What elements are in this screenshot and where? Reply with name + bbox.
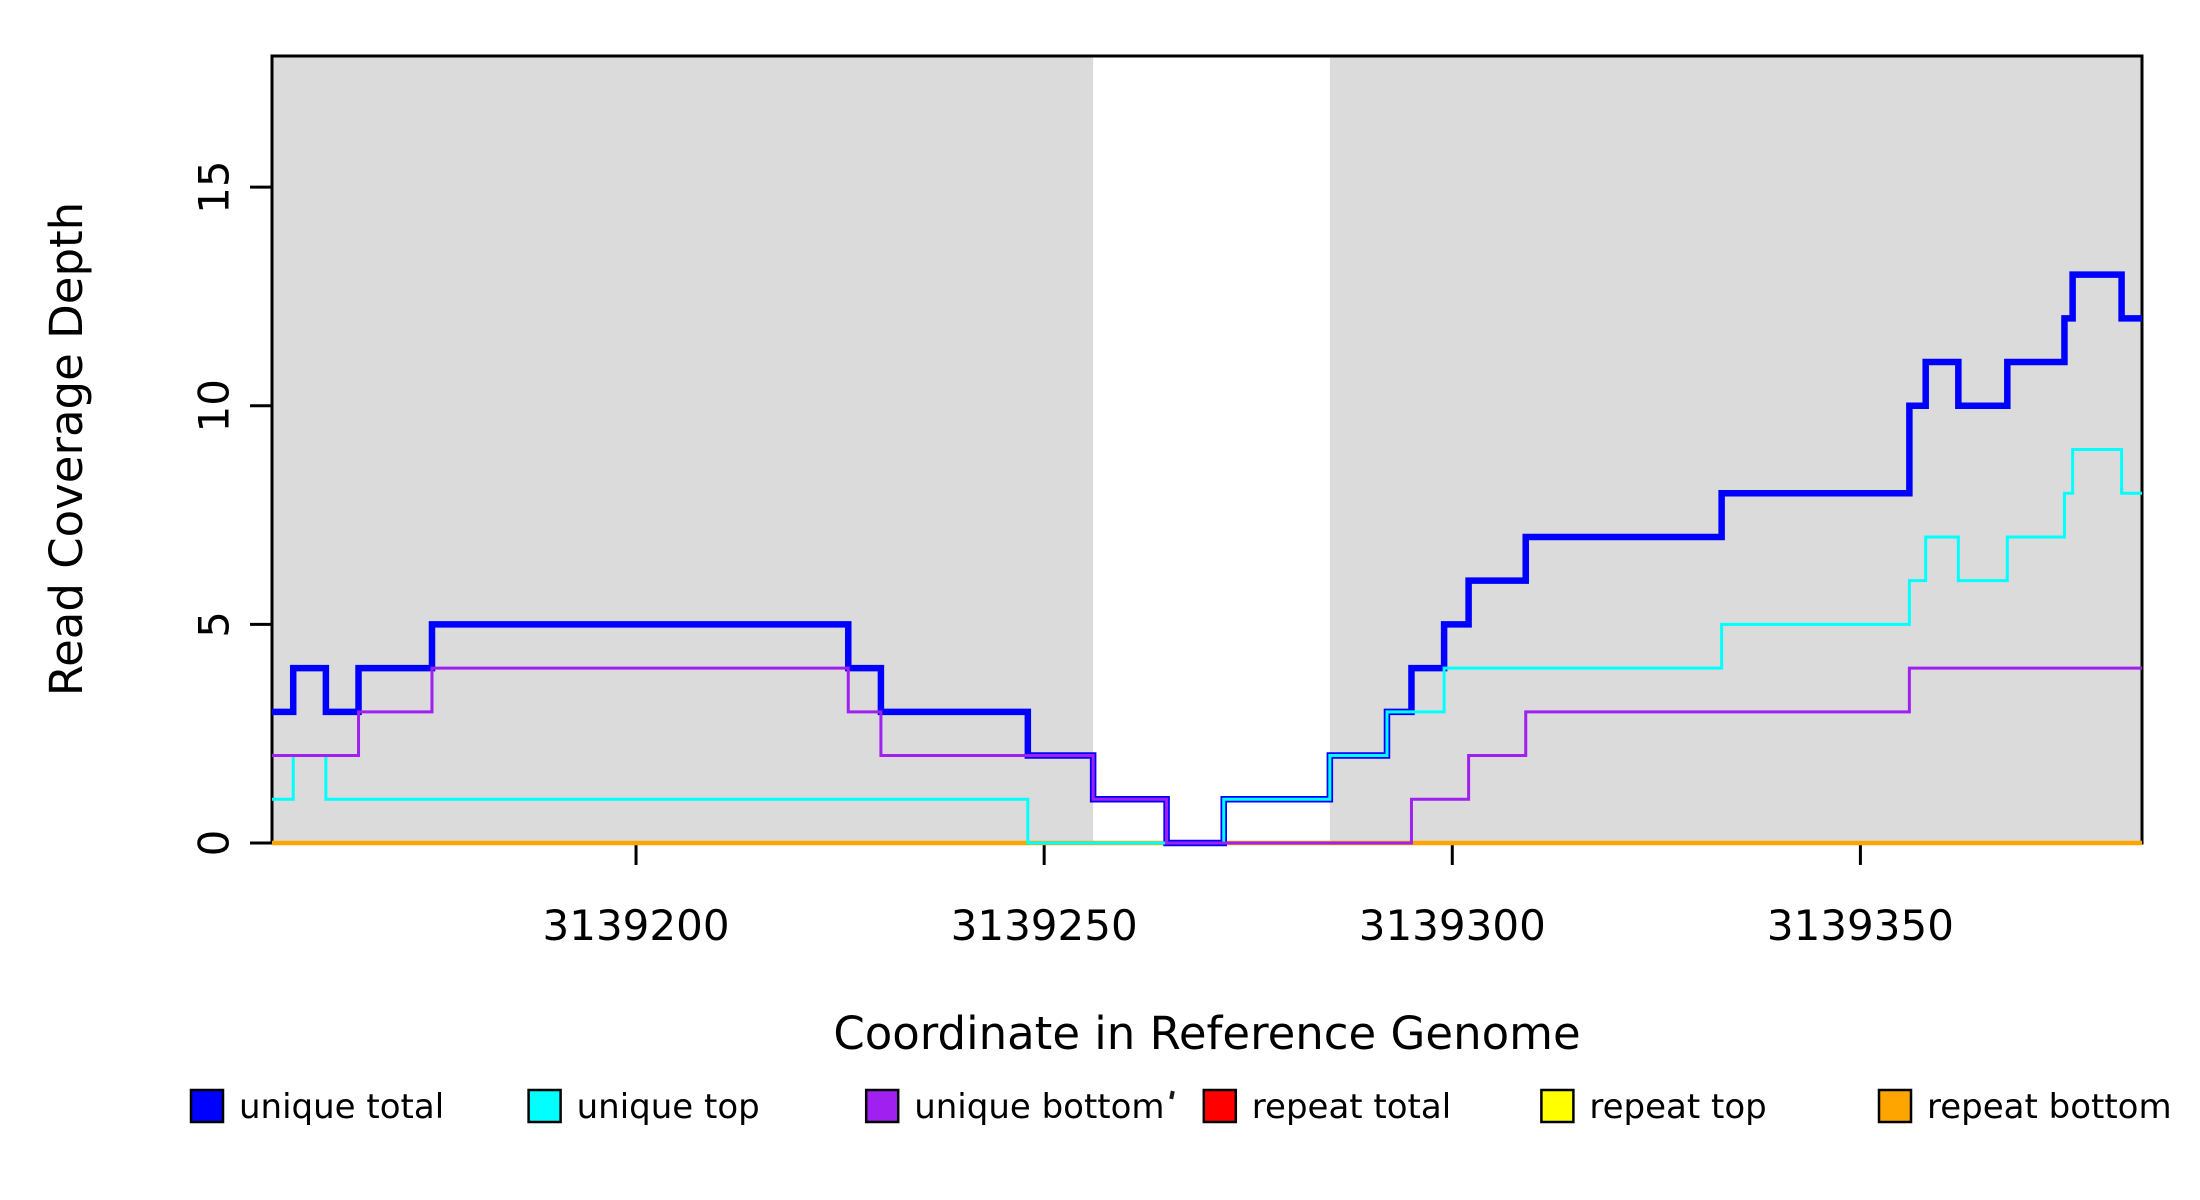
legend-label: unique total — [239, 1087, 444, 1127]
series-unique-top — [272, 448, 2142, 845]
x-axis-title: Coordinate in Reference Genome — [833, 1007, 1580, 1060]
x-tick-label: 3139250 — [951, 901, 1138, 950]
x-tick-label: 3139200 — [543, 901, 730, 950]
y-tick-label: 5 — [190, 611, 239, 638]
x-tick-label: 3139350 — [1767, 901, 1954, 950]
y-tick-label: 0 — [190, 830, 239, 857]
unique-region-right — [1329, 56, 2142, 843]
legend-label: unique bottom — [914, 1087, 1164, 1127]
unique-region-left — [272, 56, 1094, 843]
legend-item-repeat-bottom: repeat bottom — [1877, 1087, 2172, 1127]
legend-item-unique-top: unique top — [527, 1087, 760, 1127]
legend-label: repeat bottom — [1927, 1087, 2172, 1127]
x-tick-label: 3139300 — [1359, 901, 1546, 950]
legend-label: repeat total — [1252, 1087, 1451, 1127]
stray-mark — [1169, 1090, 1175, 1100]
legend-swatch-unique-top — [527, 1088, 562, 1124]
legend-label: unique top — [577, 1087, 760, 1127]
axis-tick-labels: 3139200 3139250 3139300 3139350 0 5 10 15 — [190, 160, 1954, 950]
legend-label: repeat top — [1589, 1087, 1766, 1127]
legend-item-unique-bottom: unique bottom — [864, 1087, 1165, 1127]
legend: unique total unique top unique bottom repea… — [189, 1087, 2172, 1127]
legend-swatch-repeat-bottom — [1877, 1088, 1913, 1124]
legend-item-unique-total: unique total — [189, 1087, 444, 1127]
mappability-background-regions — [272, 56, 2142, 843]
legend-swatch-repeat-total — [1202, 1088, 1238, 1124]
legend-swatch-unique-bottom — [864, 1088, 900, 1124]
legend-swatch-repeat-top — [1540, 1088, 1575, 1124]
y-axis-title: Read Coverage Depth — [40, 202, 93, 696]
coverage-step-lines — [272, 271, 2142, 847]
y-tick-label: 15 — [190, 160, 239, 213]
y-tick-label: 10 — [190, 379, 239, 432]
legend-item-repeat-top: repeat top — [1540, 1087, 1767, 1127]
series-unique-bottom — [272, 666, 2142, 845]
legend-swatch-unique-total — [189, 1088, 225, 1124]
legend-item-repeat-total: repeat total — [1202, 1087, 1451, 1127]
axis-ticks — [250, 185, 1862, 865]
